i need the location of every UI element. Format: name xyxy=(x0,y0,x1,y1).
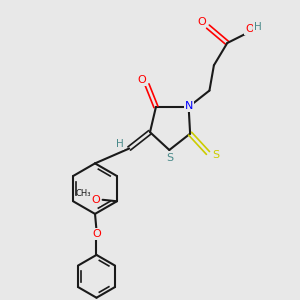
Text: H: H xyxy=(116,139,124,149)
Text: H: H xyxy=(254,22,262,32)
Text: CH₃: CH₃ xyxy=(76,189,92,198)
Text: S: S xyxy=(166,153,173,163)
Text: O: O xyxy=(92,195,100,205)
Text: O: O xyxy=(198,16,206,27)
Text: O: O xyxy=(137,75,146,85)
Text: N: N xyxy=(185,101,194,111)
Text: O: O xyxy=(245,24,254,34)
Text: S: S xyxy=(212,150,220,160)
Text: O: O xyxy=(92,229,101,239)
